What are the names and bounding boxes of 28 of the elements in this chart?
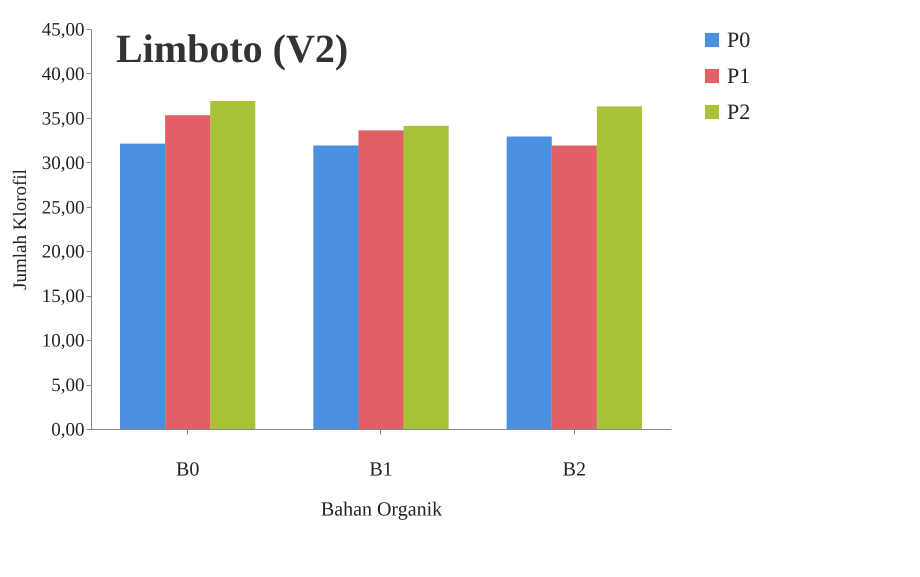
y-tick-label: 5,00 — [51, 375, 84, 396]
bar — [210, 101, 256, 429]
legend-label: P0 — [727, 27, 750, 52]
y-tick-label: 40,00 — [42, 64, 84, 85]
legend-label: P2 — [727, 99, 750, 124]
y-tick-label: 45,00 — [42, 20, 84, 40]
bar — [120, 144, 166, 429]
chart-title: Limboto (V2) — [116, 26, 348, 71]
x-tick-label: B1 — [369, 458, 393, 480]
y-tick-label: 30,00 — [42, 152, 84, 174]
bar — [552, 145, 597, 429]
x-tick-label: B2 — [562, 458, 586, 480]
y-axis-title: Jumlah Klorofil — [10, 169, 31, 290]
x-tick-label: B0 — [176, 458, 200, 480]
x-axis-title: Bahan Organik — [320, 498, 442, 520]
legend-label: P1 — [727, 63, 750, 88]
y-tick-label: 25,00 — [42, 197, 84, 218]
bar — [358, 130, 404, 429]
bar — [165, 115, 210, 429]
y-tick-label: 35,00 — [42, 108, 84, 130]
bar — [506, 136, 552, 429]
bar — [313, 145, 358, 429]
y-tick-label: 10,00 — [42, 330, 84, 352]
y-tick-label: 0,00 — [51, 420, 84, 440]
bar — [596, 106, 642, 429]
bar — [404, 126, 449, 429]
y-tick-label: 15,00 — [42, 286, 84, 308]
y-tick-label: 20,00 — [42, 242, 84, 263]
